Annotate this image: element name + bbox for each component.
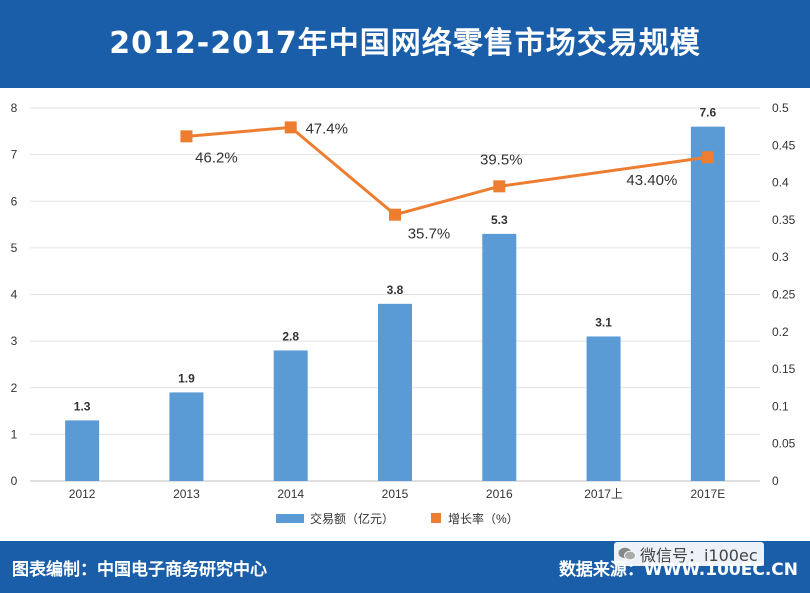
bar-value-label: 2.8: [282, 329, 299, 343]
left-tick-label: 0: [11, 474, 18, 488]
x-tick-label: 2012: [69, 487, 96, 501]
right-tick-label: 0.3: [772, 250, 789, 264]
credit-text: 图表编制：中国电子商务研究中心: [12, 560, 267, 580]
bar: [586, 336, 621, 481]
right-tick-label: 0.4: [772, 176, 789, 190]
growth-value-label: 39.5%: [480, 151, 523, 168]
legend-line-label: 增长率（%）: [448, 511, 519, 526]
x-tick-label: 2013: [173, 487, 200, 501]
growth-value-label: 46.2%: [195, 149, 238, 166]
bar-value-label: 1.9: [178, 371, 195, 385]
legend-bar-swatch: [276, 514, 304, 523]
chart-area: 0 1 2 3 4 5 6 7 8 0 0.05 0.1 0.15 0.2 0.25 0.3 0.35 0.4 0.…: [0, 88, 810, 541]
bar: [65, 420, 100, 481]
growth-point: [493, 180, 506, 193]
bar-value-label: 7.6: [700, 106, 717, 120]
growth-point: [284, 121, 297, 134]
x-tick-label: 2015: [382, 487, 409, 501]
growth-value-label: 35.7%: [408, 226, 451, 243]
growth-value-label: 47.4%: [305, 120, 348, 137]
chart-title: 2012-2017年中国网络零售市场交易规模: [109, 26, 701, 61]
bar: [690, 126, 725, 482]
bar: [378, 303, 412, 481]
right-tick-label: 0.35: [772, 213, 796, 227]
bar: [169, 392, 204, 481]
x-tick-label: 2017上: [584, 487, 623, 501]
legend-bar-label: 交易额（亿元）: [310, 511, 394, 526]
growth-point: [180, 130, 193, 143]
growth-point: [701, 151, 714, 164]
left-tick-label: 3: [11, 334, 18, 348]
x-tick-label: 2017E: [691, 487, 726, 501]
right-tick-label: 0.2: [772, 325, 789, 339]
x-tick-label: 2014: [277, 487, 304, 501]
bar: [273, 350, 308, 481]
bar-value-label: 3.1: [595, 315, 612, 329]
wechat-watermark: 微信号：i100ec: [614, 542, 764, 566]
right-tick-label: 0.45: [772, 138, 796, 152]
left-tick-label: 8: [11, 101, 18, 115]
growth-point: [389, 208, 401, 221]
right-tick-label: 0.25: [772, 288, 796, 302]
growth-value-label: 43.40%: [626, 172, 677, 189]
left-tick-label: 7: [11, 148, 18, 162]
left-tick-label: 2: [11, 381, 18, 395]
bar-value-label: 1.3: [74, 399, 91, 413]
right-tick-label: 0.5: [772, 101, 789, 115]
wechat-icon: [618, 547, 636, 561]
title-banner: 2012-2017年中国网络零售市场交易规模: [0, 0, 810, 88]
legend-line-swatch: [431, 513, 441, 523]
bar-value-label: 3.8: [387, 283, 404, 297]
right-tick-label: 0: [772, 474, 779, 488]
left-tick-label: 5: [11, 241, 18, 255]
bar-value-label: 5.3: [491, 213, 508, 227]
wechat-id-text: 微信号：i100ec: [640, 546, 758, 565]
bar: [482, 233, 517, 481]
right-tick-label: 0.05: [772, 437, 796, 451]
right-tick-label: 0.15: [772, 362, 796, 376]
x-tick-label: 2016: [486, 487, 513, 501]
left-tick-label: 6: [11, 194, 18, 208]
right-tick-label: 0.1: [772, 399, 789, 413]
left-tick-label: 1: [11, 427, 18, 441]
left-tick-label: 4: [11, 288, 18, 302]
combo-chart: 0 1 2 3 4 5 6 7 8 0 0.05 0.1 0.15 0.2 0.25 0.3 0.35 0.4 0.…: [11, 101, 796, 526]
